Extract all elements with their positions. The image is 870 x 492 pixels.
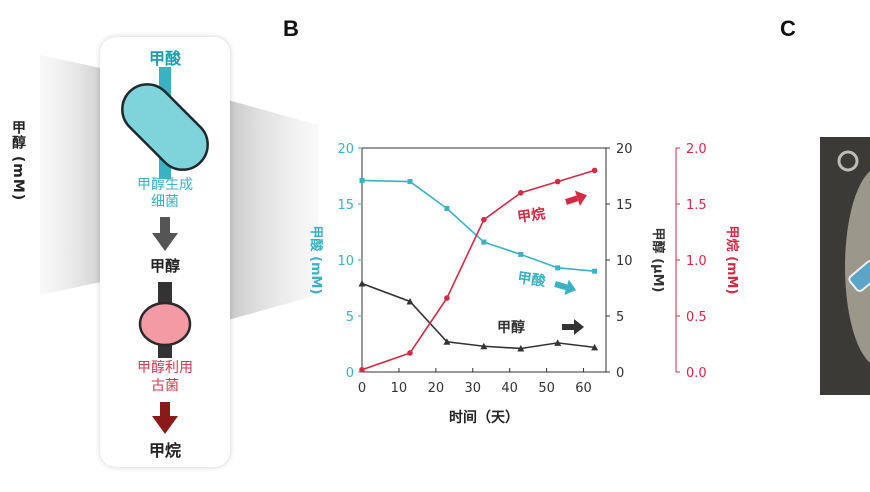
methane-tick-label: 0.5 [686, 310, 707, 325]
methane-point [554, 178, 561, 185]
formate-point [481, 239, 487, 245]
x-tick-label: 60 [575, 381, 592, 396]
archaea-label: 甲醇利用 古菌 [100, 359, 230, 395]
formate-tick-label: 5 [346, 310, 354, 325]
formate-axis-title: 甲酸 (mM) [308, 226, 324, 295]
formate-tick-label: 20 [337, 142, 354, 157]
methanol-point [480, 342, 488, 350]
formate-arrow-icon [554, 279, 577, 295]
methane-arrow-icon [565, 190, 587, 206]
methanol-point [517, 344, 525, 352]
arrow-down-red-icon [152, 402, 178, 434]
formate-point [518, 251, 524, 257]
formate-tick-label: 0 [346, 366, 354, 381]
methane-tick-label: 1.0 [686, 254, 707, 269]
methanol-tick-label: 0 [616, 366, 624, 381]
methanol-point [554, 339, 562, 346]
methane-series-label: 甲烷 [516, 205, 546, 226]
methanol-arrow-icon [562, 319, 584, 335]
archaea-label-line1: 甲醇利用 [137, 360, 193, 376]
methane-point [481, 216, 487, 223]
snail-icon [837, 150, 859, 172]
methanol-series-label: 甲醇 [497, 319, 525, 336]
panel-letter-c: C [780, 16, 796, 41]
formate-point [407, 179, 413, 185]
methane-axis-title: 甲烷 (mM) [724, 226, 740, 295]
formate-series-line [361, 179, 595, 272]
methanol-series-line [361, 282, 595, 350]
formate-point [555, 265, 561, 271]
methanol-point [443, 338, 451, 345]
methane-point [444, 295, 450, 301]
methanol-tick-label: 15 [616, 198, 633, 213]
x-tick-label: 10 [391, 381, 408, 396]
methylotroph-label: 甲醇生成 细菌 [100, 177, 230, 211]
x-tick-label: 20 [428, 381, 445, 396]
x-tick-label: 40 [501, 381, 518, 396]
archaea-cell-icon [138, 282, 192, 358]
formate-tick-label: 10 [337, 254, 354, 269]
zoom-shade-right [228, 100, 318, 320]
methanol-tick-label: 10 [616, 254, 633, 269]
x-tick-label: 0 [358, 381, 366, 396]
methane-point [591, 167, 598, 174]
formate-series-label: 甲酸 [516, 269, 547, 290]
methane-tick-label: 1.5 [686, 198, 707, 213]
methanol-point [406, 297, 414, 305]
methanol-tick-label: 5 [616, 310, 624, 325]
methanol-point [591, 343, 599, 351]
time-course-chart: 0 10 20 30 40 50 60 0 5 10 15 20 0 5 10 15 20 0.0 0.5 1.0 1.… [308, 142, 740, 426]
methane-point [517, 190, 524, 196]
formate-label: 甲酸 [148, 49, 181, 68]
methane-tick-label: 0.0 [686, 366, 707, 381]
methanol-axis-title: 甲醇 (μM) [650, 228, 666, 293]
panel-letter-b: B [283, 16, 299, 41]
zoom-shade-left [40, 55, 110, 295]
x-tick-label: 30 [464, 381, 481, 396]
methanol-tick-label: 20 [616, 142, 633, 157]
methanol-point [358, 280, 366, 287]
methane-tick-label: 2.0 [686, 142, 707, 157]
formate-point [444, 205, 450, 211]
methylotroph-label-line2: 细菌 [151, 194, 179, 210]
methane-point [359, 366, 365, 373]
methylotroph-cell-icon [121, 67, 209, 179]
methylotroph-label-line1: 甲醇生成 [137, 177, 193, 193]
pathway-diagram: 甲酸 甲醇生成 细菌 甲醇 甲醇利用 古菌 甲烷 [100, 37, 230, 467]
archaea-label-line2: 古菌 [151, 378, 179, 394]
methane-point [407, 350, 413, 356]
methane-label: 甲烷 [148, 441, 181, 460]
x-tick-label: 50 [538, 381, 555, 396]
formate-tick-label: 15 [337, 198, 354, 213]
formate-point [359, 177, 365, 183]
formate-point [592, 268, 598, 274]
panel-a-axis-label: 甲醇 (mM) [10, 120, 26, 202]
arrow-down-icon [152, 217, 178, 251]
methanol-label: 甲醇 [149, 257, 180, 275]
panel-c-photo [820, 137, 870, 395]
x-axis-title: 时间（天） [449, 409, 519, 426]
